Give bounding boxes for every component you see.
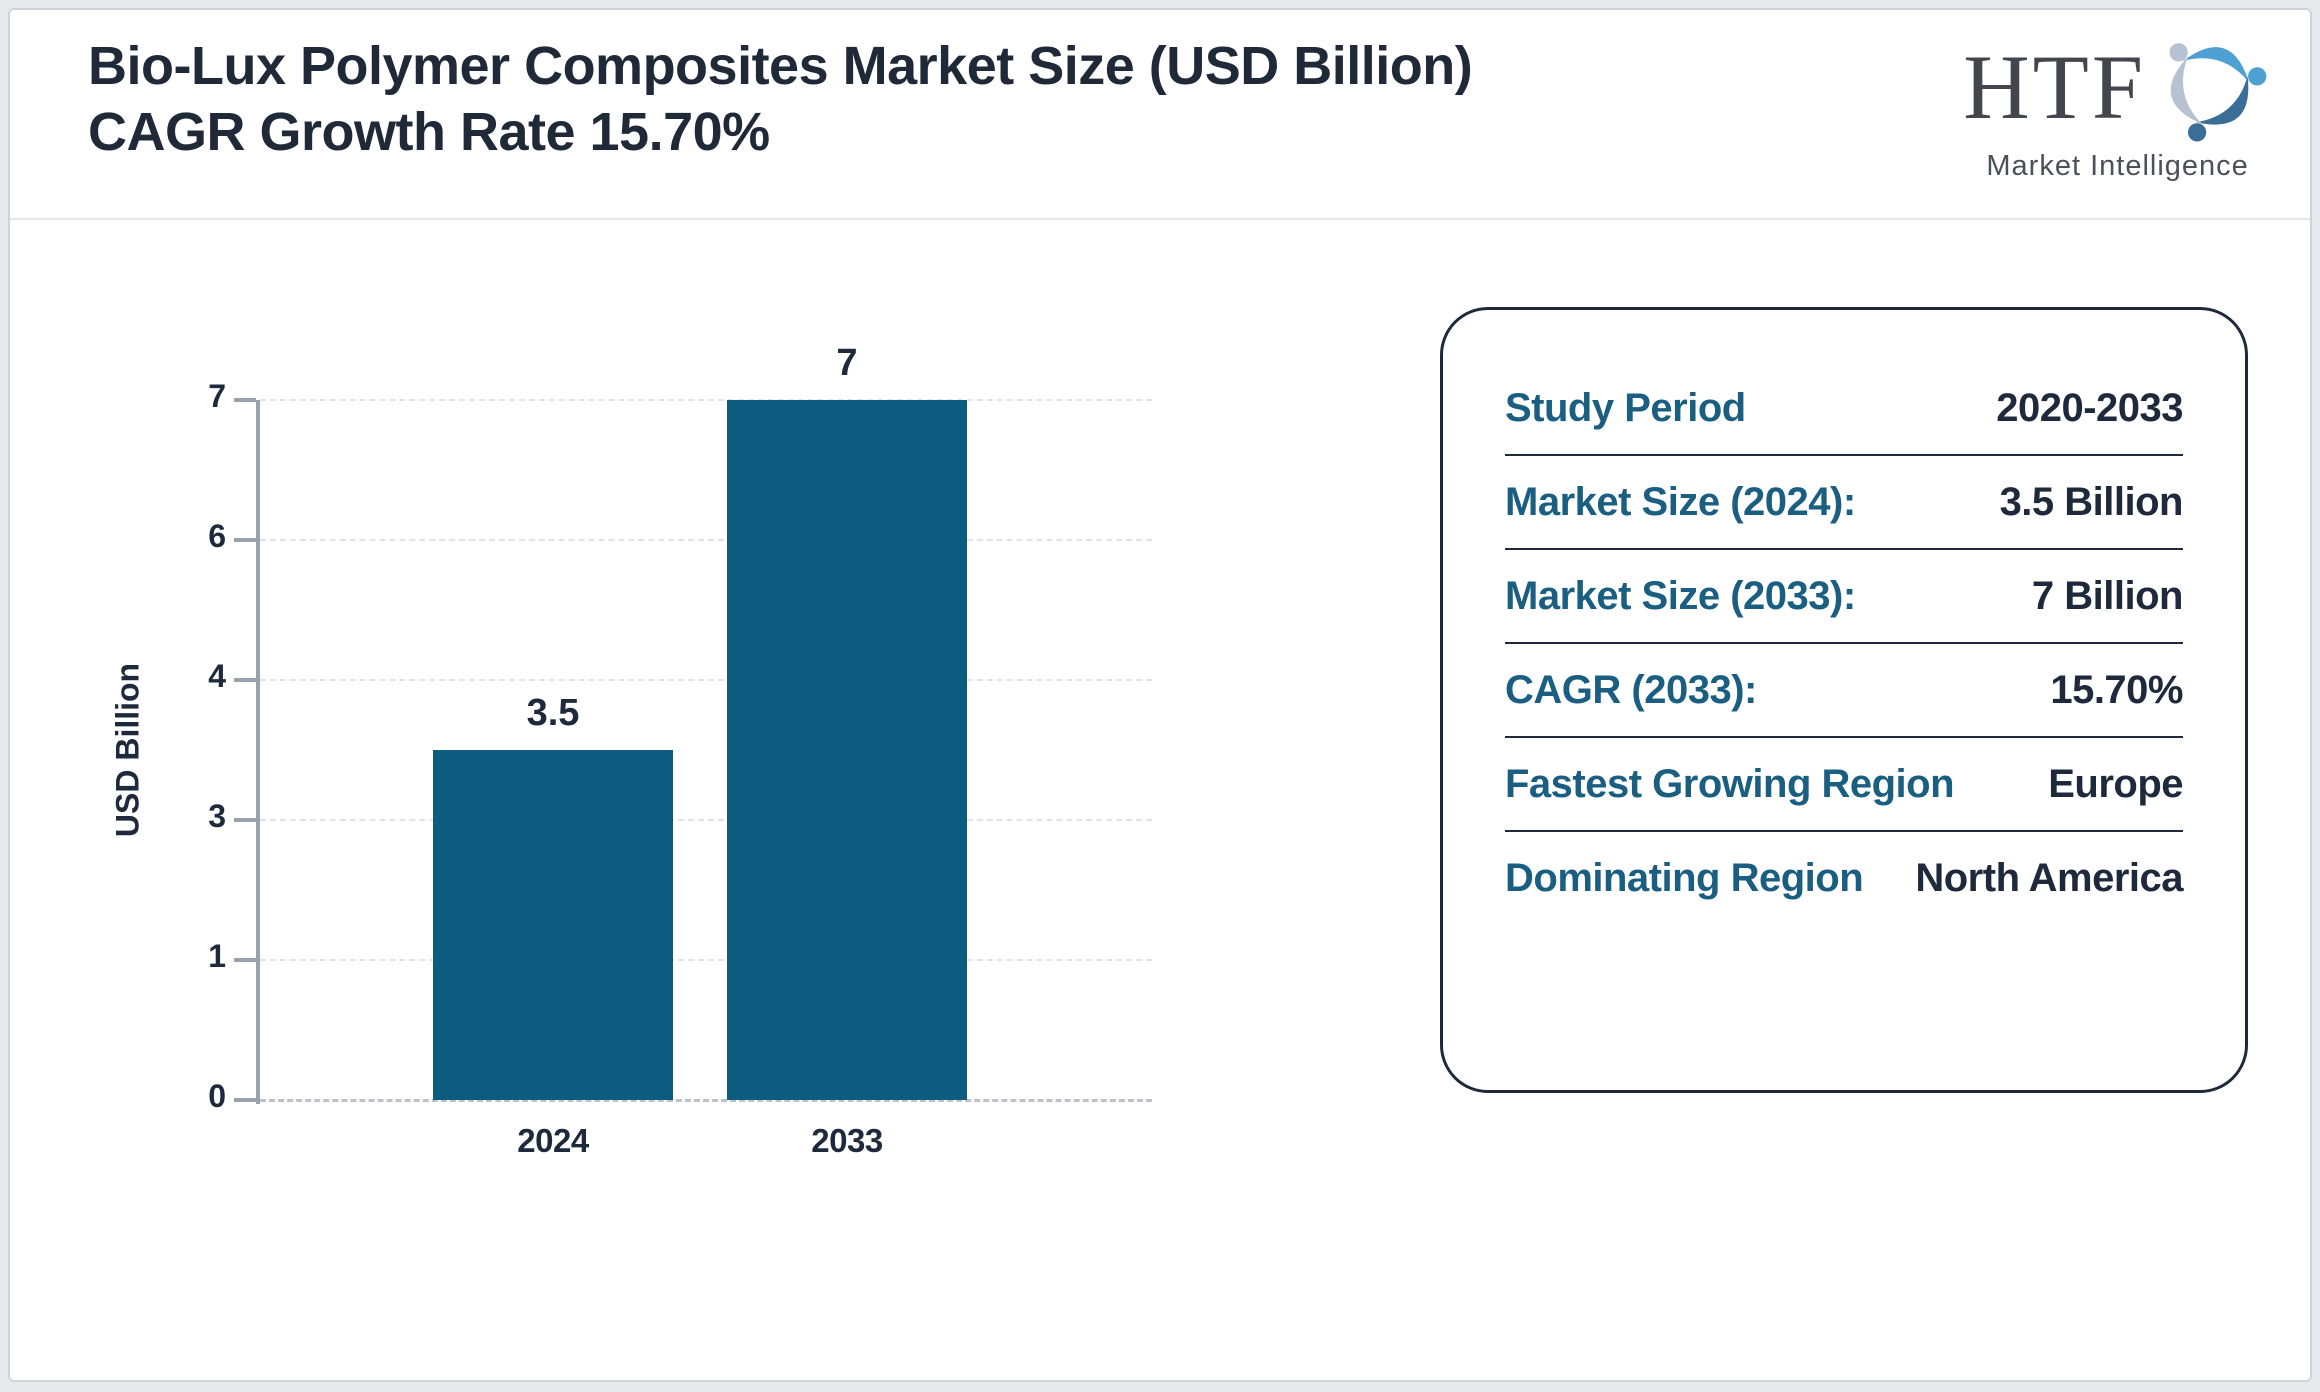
info-row-label: Dominating Region xyxy=(1505,855,1864,900)
info-row: CAGR (2033): 15.70% xyxy=(1505,642,2183,736)
y-tick-label: 1 xyxy=(208,938,226,974)
info-row: Fastest Growing Region Europe xyxy=(1505,736,2183,830)
y-axis-label: USD Billion xyxy=(109,662,146,838)
y-tick-mark xyxy=(234,818,256,822)
info-row-value: Europe xyxy=(2048,761,2183,806)
y-tick-mark xyxy=(234,678,256,682)
logo-text: HTF xyxy=(1963,36,2146,138)
y-tick-label: 7 xyxy=(208,378,226,414)
info-row-label: Fastest Growing Region xyxy=(1505,761,1955,806)
logo-subtext: Market Intelligence xyxy=(1986,150,2249,182)
page-title: Bio-Lux Polymer Composites Market Size (… xyxy=(88,36,1473,162)
grid-line xyxy=(260,679,1152,681)
y-tick-label: 6 xyxy=(208,518,226,554)
htf-logo: HTF Market Intelligence xyxy=(1963,26,2272,183)
bar-value-label: 7 xyxy=(836,342,858,384)
header-divider xyxy=(10,218,2310,220)
logo-row: HTF xyxy=(1963,26,2272,148)
info-row-value: North America xyxy=(1915,855,2183,900)
grid-line xyxy=(260,959,1152,961)
y-tick-mark xyxy=(234,398,256,402)
info-row-value: 2020-2033 xyxy=(1996,385,2183,430)
y-tick-label: 0 xyxy=(208,1078,226,1114)
logo-swirl-icon xyxy=(2169,43,2267,142)
y-tick-mark xyxy=(234,958,256,962)
x-tick-label: 2033 xyxy=(811,1122,883,1159)
y-tick-mark xyxy=(234,1098,256,1102)
grid-line xyxy=(260,819,1152,821)
grid-line xyxy=(260,539,1152,541)
info-card-rows: Study Period 2020-2033 Market Size (2024):… xyxy=(1505,362,2184,924)
x-axis-baseline xyxy=(260,1099,1152,1102)
info-row-label: Market Size (2033): xyxy=(1505,573,1856,618)
y-tick-mark xyxy=(234,538,256,542)
info-row-value: 3.5 Billion xyxy=(1999,479,2184,524)
bar-value-label: 3.5 xyxy=(526,692,580,734)
y-tick-label: 3 xyxy=(208,798,226,834)
info-row: Market Size (2033): 7 Billion xyxy=(1505,548,2184,642)
x-tick-label: 2024 xyxy=(517,1122,589,1159)
bar-2024 xyxy=(433,750,673,1100)
grid-line xyxy=(260,399,1152,401)
bar-2033 xyxy=(727,400,967,1100)
info-row-label: CAGR (2033): xyxy=(1505,667,1757,712)
info-row: Market Size (2024): 3.5 Billion xyxy=(1505,454,2184,548)
y-axis-line xyxy=(256,400,260,1104)
info-row-label: Market Size (2024): xyxy=(1505,479,1856,524)
info-card: Study Period 2020-2033 Market Size (2024):… xyxy=(1440,307,2248,1093)
y-tick-label: 4 xyxy=(208,658,226,694)
info-row-label: Study Period xyxy=(1505,385,1746,430)
info-row: Study Period 2020-2033 xyxy=(1505,362,2183,454)
info-row: Dominating Region North America xyxy=(1505,830,2183,924)
info-row-value: 15.70% xyxy=(2050,667,2183,712)
info-row-value: 7 Billion xyxy=(2031,573,2184,618)
